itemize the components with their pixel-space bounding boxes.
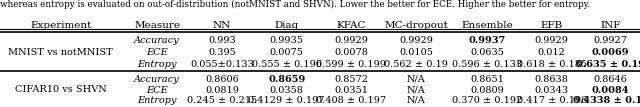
Text: 0.8606: 0.8606: [205, 75, 239, 84]
Text: Experiment: Experiment: [30, 21, 92, 30]
Text: 0.9935: 0.9935: [269, 36, 303, 45]
Text: 0.9927: 0.9927: [593, 36, 628, 45]
Text: 0.8651: 0.8651: [470, 75, 504, 84]
Text: 0.555 ± 0.196: 0.555 ± 0.196: [252, 60, 321, 69]
Text: 0.0069: 0.0069: [592, 48, 629, 57]
Text: Measure: Measure: [134, 21, 180, 30]
Text: Ensemble: Ensemble: [461, 21, 513, 30]
Text: NN: NN: [212, 21, 231, 30]
Text: 0.0358: 0.0358: [269, 86, 303, 95]
Text: ECE: ECE: [146, 48, 168, 57]
Text: 0.0105: 0.0105: [399, 48, 433, 57]
Text: 0.635 ± 0.19: 0.635 ± 0.19: [576, 60, 640, 69]
Text: 0.993: 0.993: [208, 36, 236, 45]
Text: ECE: ECE: [146, 86, 168, 95]
Text: N/A: N/A: [407, 75, 426, 84]
Text: 0.055±0.133: 0.055±0.133: [190, 60, 254, 69]
Text: CIFAR10 vs SHVN: CIFAR10 vs SHVN: [15, 85, 107, 94]
Text: INF: INF: [600, 21, 621, 30]
Text: 0.0343: 0.0343: [534, 86, 569, 95]
Text: 0.0078: 0.0078: [335, 48, 369, 57]
Text: 0.8638: 0.8638: [534, 75, 568, 84]
Text: Entropy: Entropy: [138, 96, 177, 105]
Text: 0.370 ± 0.192: 0.370 ± 0.192: [452, 96, 522, 105]
Text: 0.596 ± 0.133: 0.596 ± 0.133: [452, 60, 522, 69]
Text: 0.417 ± 0.196: 0.417 ± 0.196: [516, 96, 587, 105]
Text: whereas entropy is evaluated on out-of-distribution (notMNIST and SHVN). Lower t: whereas entropy is evaluated on out-of-d…: [0, 0, 590, 9]
Text: 0.395: 0.395: [208, 48, 236, 57]
Text: 0.245 ± 0.215: 0.245 ± 0.215: [187, 96, 257, 105]
Text: 0.9929: 0.9929: [534, 36, 568, 45]
Text: 0.8572: 0.8572: [335, 75, 369, 84]
Text: N/A: N/A: [407, 86, 426, 95]
Text: 0.8659: 0.8659: [268, 75, 305, 84]
Text: 0.9937: 0.9937: [468, 36, 506, 45]
Text: 0.618 ± 0.185: 0.618 ± 0.185: [516, 60, 587, 69]
Text: 0.0809: 0.0809: [470, 86, 504, 95]
Text: KFAC: KFAC: [337, 21, 366, 30]
Text: 0.0351: 0.0351: [335, 86, 369, 95]
Text: 0.9929: 0.9929: [399, 36, 433, 45]
Text: MC-dropout: MC-dropout: [384, 21, 448, 30]
Text: 0.408 ± 0.197: 0.408 ± 0.197: [316, 96, 387, 105]
Text: 0.4338 ± 0.18: 0.4338 ± 0.18: [573, 96, 640, 105]
Text: 0.562 ± 0.19: 0.562 ± 0.19: [384, 60, 448, 69]
Text: 0.0635: 0.0635: [470, 48, 504, 57]
Text: N/A: N/A: [407, 96, 426, 105]
Text: Entropy: Entropy: [138, 60, 177, 69]
Text: 0.0084: 0.0084: [592, 86, 629, 95]
Text: Diag: Diag: [275, 21, 299, 30]
Text: 0.4129 ± 0.197: 0.4129 ± 0.197: [248, 96, 325, 105]
Text: 0.012: 0.012: [538, 48, 566, 57]
Text: 0.599 ± 0.199: 0.599 ± 0.199: [316, 60, 387, 69]
Text: MNIST vs notMNIST: MNIST vs notMNIST: [8, 48, 113, 57]
Text: Accuracy: Accuracy: [134, 75, 180, 84]
Text: 0.0819: 0.0819: [205, 86, 239, 95]
Text: Accuracy: Accuracy: [134, 36, 180, 45]
Text: EFB: EFB: [541, 21, 563, 30]
Text: 0.9929: 0.9929: [335, 36, 369, 45]
Text: 0.8646: 0.8646: [594, 75, 627, 84]
Text: 0.0075: 0.0075: [269, 48, 303, 57]
